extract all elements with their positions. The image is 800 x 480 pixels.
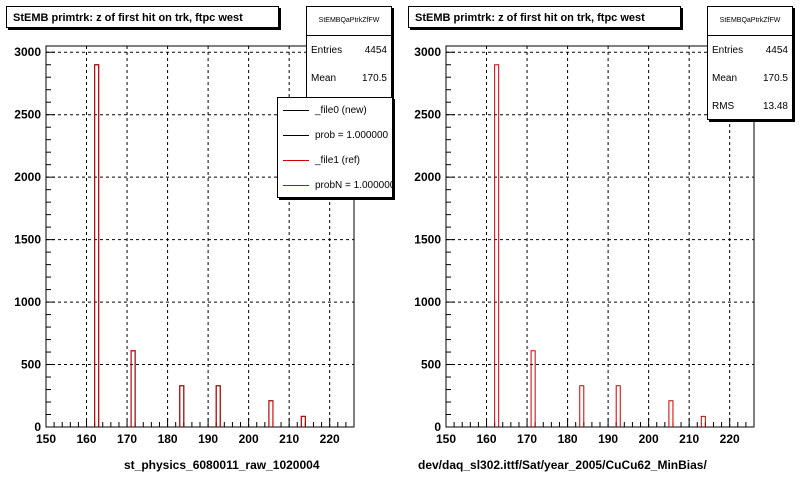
right-bar-s0-2 xyxy=(579,385,585,427)
left-ytick-label-0: 0 xyxy=(34,420,41,434)
left-xtick-label-150: 150 xyxy=(36,432,56,446)
left-bar-s1-3 xyxy=(215,385,221,427)
right-ytick-label-3000: 3000 xyxy=(414,45,441,59)
left-xtick-label-200: 200 xyxy=(239,432,259,446)
left-stats-entries-row: Entries 4454 xyxy=(307,36,391,64)
left-stats-entries-value: 4454 xyxy=(364,44,387,56)
right-xtick-label-220: 220 xyxy=(720,432,740,446)
left-ytick-label-500: 500 xyxy=(21,358,41,372)
right-stats-rms-label: RMS xyxy=(712,100,735,112)
left-xtick-label-220: 220 xyxy=(320,432,340,446)
legend-label-file1: _file1 (ref) xyxy=(315,155,361,166)
left-ytick-label-2000: 2000 xyxy=(14,170,41,184)
left-xtick-label-160: 160 xyxy=(77,432,97,446)
left-stats-mean-row: Mean 170.5 xyxy=(307,64,391,92)
left-stats-name: StEMBQaPtrkZfFW xyxy=(307,7,391,36)
legend-entry-file0: _file0 (new) xyxy=(278,98,392,123)
legend-entry-probn: probN = 1.000000 xyxy=(278,173,393,197)
left-bar-s1-4 xyxy=(268,400,274,427)
legend-swatch-file0 xyxy=(283,110,309,111)
left-stats-mean-label: Mean xyxy=(311,72,337,84)
right-plot-area xyxy=(446,46,754,427)
left-bar-s1-2 xyxy=(179,385,185,427)
right-xtick-label-190: 190 xyxy=(598,432,618,446)
right-ytick-label-1500: 1500 xyxy=(414,233,441,247)
left-stats-entries-label: Entries xyxy=(311,44,343,56)
legend-swatch-prob xyxy=(283,135,309,136)
left-ytick-label-2500: 2500 xyxy=(14,108,41,122)
left-legend: _file0 (new) prob = 1.000000 _file1 (ref… xyxy=(277,97,393,198)
right-ytick-label-2500: 2500 xyxy=(414,108,441,122)
right-bar-s0-4 xyxy=(668,400,674,427)
right-bar-s0-3 xyxy=(615,385,621,427)
legend-label-probn: probN = 1.000000 xyxy=(315,180,393,191)
left-xtick-label-180: 180 xyxy=(158,432,178,446)
right-bar-s0-0 xyxy=(494,64,500,427)
right-ytick-label-1000: 1000 xyxy=(414,295,441,309)
left-panel: 150 160 170 180 190 200 210 220 0 500 1000 1500 2000… xyxy=(6,6,393,472)
right-xtick-label-210: 210 xyxy=(679,432,699,446)
left-stats-mean-value: 170.5 xyxy=(361,72,387,84)
right-histogram-plot: 150 160 170 180 190 200 210 220 0 500 1000 1500 2000… xyxy=(414,45,755,446)
left-plot-title: StEMB primtrk: z of first hit on trk, ft… xyxy=(6,6,279,28)
right-ytick-label-500: 500 xyxy=(421,358,441,372)
right-x-axis-label: dev/daq_sl302.ittf/Sat/year_2005/CuCu62_… xyxy=(418,458,707,472)
right-stats-entries-value: 4454 xyxy=(765,44,788,56)
right-xtick-label-150: 150 xyxy=(436,432,456,446)
left-bar-s1-1 xyxy=(130,350,136,427)
left-bar-s1-0 xyxy=(94,64,100,427)
left-xtick-label-170: 170 xyxy=(117,432,137,446)
right-xtick-label-170: 170 xyxy=(517,432,537,446)
left-xtick-label-210: 210 xyxy=(279,432,299,446)
right-stats-mean-value: 170.5 xyxy=(762,72,788,84)
right-stats-mean-label: Mean xyxy=(712,72,738,84)
left-stats-box: StEMBQaPtrkZfFW Entries 4454 Mean 170.5 xyxy=(306,6,392,98)
legend-entry-file1: _file1 (ref) xyxy=(278,148,392,173)
right-stats-entries-row: Entries 4454 xyxy=(708,36,792,64)
right-stats-mean-row: Mean 170.5 xyxy=(708,64,792,92)
left-bar-s1-5 xyxy=(300,415,306,427)
legend-swatch-file1 xyxy=(283,160,309,161)
right-bar-s0-1 xyxy=(530,350,536,427)
right-xtick-label-180: 180 xyxy=(558,432,578,446)
right-xtick-label-160: 160 xyxy=(477,432,497,446)
left-ytick-label-1500: 1500 xyxy=(14,233,41,247)
right-stats-rms-value: 13.48 xyxy=(762,100,788,112)
legend-label-file0: _file0 (new) xyxy=(315,105,367,116)
left-x-axis-label: st_physics_6080011_raw_1020004 xyxy=(124,458,320,472)
legend-label-prob: prob = 1.000000 xyxy=(315,130,389,141)
right-xtick-label-200: 200 xyxy=(639,432,659,446)
right-stats-entries-label: Entries xyxy=(712,44,744,56)
right-stats-box: StEMBQaPtrkZfFW Entries 4454 Mean 170.5 … xyxy=(707,6,793,120)
right-stats-name: StEMBQaPtrkZfFW xyxy=(708,7,792,36)
left-ytick-label-3000: 3000 xyxy=(14,45,41,59)
right-plot-title: StEMB primtrk: z of first hit on trk, ft… xyxy=(408,6,681,28)
left-xtick-label-190: 190 xyxy=(198,432,218,446)
legend-swatch-probn xyxy=(283,185,309,186)
right-ytick-label-2000: 2000 xyxy=(414,170,441,184)
right-panel: 150 160 170 180 190 200 210 220 0 500 1000 1500 2000… xyxy=(400,0,800,480)
right-ytick-label-0: 0 xyxy=(434,420,441,434)
right-stats-rms-row: RMS 13.48 xyxy=(708,92,792,120)
legend-entry-prob: prob = 1.000000 xyxy=(278,123,392,148)
right-bar-s0-5 xyxy=(700,415,706,427)
left-ytick-label-1000: 1000 xyxy=(14,295,41,309)
